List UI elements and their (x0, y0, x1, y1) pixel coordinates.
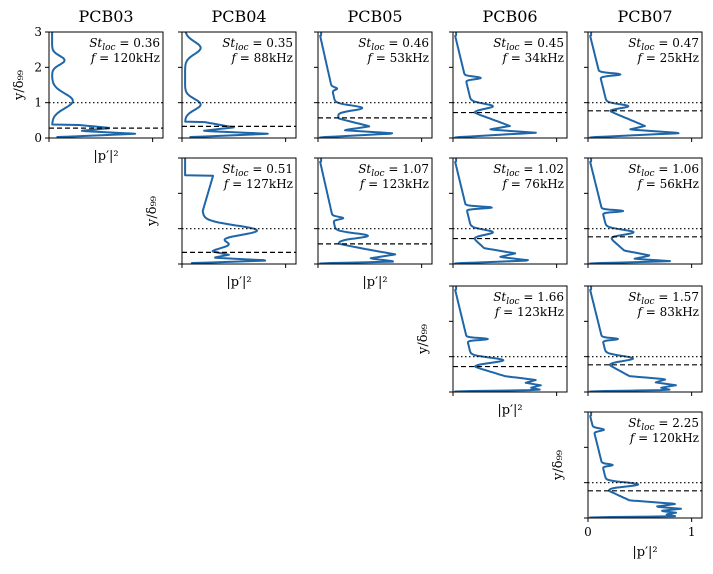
x-axis-label: |p′|² (632, 545, 657, 560)
y-axis-label: y/δ₉₉ (551, 450, 566, 481)
strouhal-annotation: Stloc = 0.36 (89, 36, 160, 53)
column-titles: PCB03 PCB04 PCB05 PCB06 PCB07 (78, 7, 672, 26)
profile-curve (184, 31, 269, 139)
panel-frame (181, 157, 297, 265)
strouhal-annotation: Stloc = 0.47 (628, 36, 699, 53)
panel-pcb07-row2: Stloc = 1.57f = 83kHz (584, 285, 703, 396)
profile-curve (51, 31, 137, 139)
x-tick-label: 0 (584, 525, 592, 539)
x-axis-label: |p′|² (362, 275, 387, 290)
panel-frame (452, 157, 568, 265)
frequency-annotation: f = 76kHz (502, 177, 564, 191)
y-axis-label: y/δ₉₉ (145, 196, 160, 227)
y-tick-label: 3 (34, 25, 42, 39)
frequency-annotation: f = 56kHz (637, 177, 699, 191)
strouhal-annotation: Stloc = 1.57 (628, 290, 699, 307)
panel-pcb07-row0: Stloc = 0.47f = 25kHz (584, 31, 703, 142)
y-tick-label: 1 (34, 96, 42, 110)
panel-pcb07-row3: 0 1 Stloc = 2.25f = 120kHz y/δ₉₉ |p′|² (551, 411, 703, 560)
column-title-pcb05: PCB05 (347, 7, 402, 26)
panel-frame (317, 157, 433, 265)
frequency-annotation: f = 123kHz (494, 305, 564, 319)
panel-pcb03-row0: 0 1 2 3 Stloc = 0.36f = 120kHz y/δ₉₉ |p′|² (12, 25, 164, 164)
strouhal-annotation: Stloc = 1.02 (493, 162, 564, 179)
column-title-pcb07: PCB07 (617, 7, 672, 26)
frequency-annotation: f = 83kHz (637, 305, 699, 319)
y-tick-label: 0 (34, 131, 42, 145)
strouhal-annotation: Stloc = 0.45 (493, 36, 564, 53)
panel-frame (587, 31, 703, 139)
x-axis-label: |p′|² (497, 403, 522, 418)
strouhal-annotation: Stloc = 1.06 (628, 162, 699, 179)
panel-pcb05-row1: Stloc = 1.07f = 123kHz |p′|² (314, 157, 433, 290)
x-axis-label: |p′|² (93, 149, 118, 164)
profile-curve (454, 285, 542, 393)
panel-pcb06-row2: Stloc = 1.66f = 123kHz y/δ₉₉ |p′|² (416, 285, 568, 418)
panel-frame (317, 31, 433, 139)
profile-curve (589, 157, 671, 265)
frequency-annotation: f = 25kHz (637, 51, 699, 65)
profile-curve (589, 411, 682, 519)
column-title-pcb04: PCB04 (211, 7, 266, 26)
y-axis-label: y/δ₉₉ (12, 70, 27, 101)
y-axis-label: y/δ₉₉ (416, 324, 431, 355)
panel-pcb07-row1: Stloc = 1.06f = 56kHz (584, 157, 703, 268)
panel-pcb04-row1: Stloc = 0.51f = 127kHz y/δ₉₉ |p′|² (145, 157, 297, 290)
panel-frame (587, 285, 703, 393)
frequency-annotation: f = 120kHz (629, 431, 699, 445)
frequency-annotation: f = 53kHz (367, 51, 429, 65)
strouhal-annotation: Stloc = 1.07 (358, 162, 429, 179)
panel-pcb06-row1: Stloc = 1.02f = 76kHz (449, 157, 568, 268)
panel-frame (587, 411, 703, 519)
panel-frame (181, 31, 297, 139)
frequency-annotation: f = 127kHz (223, 177, 293, 191)
strouhal-annotation: Stloc = 1.66 (493, 290, 564, 307)
profile-curve (184, 157, 267, 265)
column-title-pcb03: PCB03 (78, 7, 133, 26)
profile-curve (589, 285, 677, 393)
profile-curve (319, 31, 394, 139)
profile-curve (454, 157, 529, 265)
frequency-annotation: f = 88kHz (231, 51, 293, 65)
panel-frame (48, 31, 164, 139)
panel-pcb04-row0: Stloc = 0.35f = 88kHz (178, 31, 297, 142)
panel-frame (452, 31, 568, 139)
profile-curve (589, 31, 680, 139)
panel-pcb06-row0: Stloc = 0.45f = 34kHz (449, 31, 568, 142)
column-title-pcb06: PCB06 (482, 7, 537, 26)
x-axis-label: |p′|² (226, 275, 251, 290)
strouhal-annotation: Stloc = 0.35 (222, 36, 293, 53)
frequency-annotation: f = 120kHz (90, 51, 160, 65)
profile-curve (454, 31, 537, 139)
strouhal-annotation: Stloc = 0.51 (222, 162, 293, 179)
panel-pcb05-row0: Stloc = 0.46f = 53kHz (314, 31, 433, 142)
panel-frame (587, 157, 703, 265)
y-tick-label: 2 (34, 60, 42, 74)
strouhal-annotation: Stloc = 2.25 (628, 416, 699, 433)
strouhal-annotation: Stloc = 0.46 (358, 36, 429, 53)
profile-curve (319, 157, 397, 265)
frequency-annotation: f = 123kHz (359, 177, 429, 191)
x-tick-label: 1 (688, 525, 696, 539)
frequency-annotation: f = 34kHz (502, 51, 564, 65)
panel-frame (452, 285, 568, 393)
